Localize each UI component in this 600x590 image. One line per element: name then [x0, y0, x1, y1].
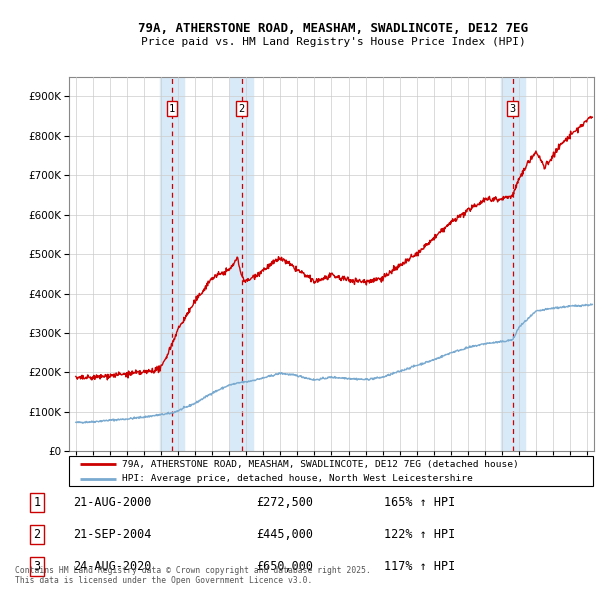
- Text: £650,000: £650,000: [256, 560, 313, 573]
- Bar: [230, 77, 253, 451]
- Text: 24-AUG-2020: 24-AUG-2020: [73, 560, 151, 573]
- Text: 79A, ATHERSTONE ROAD, MEASHAM, SWADLINCOTE, DE12 7EG (detached house): 79A, ATHERSTONE ROAD, MEASHAM, SWADLINCO…: [121, 460, 518, 468]
- Text: 1: 1: [34, 496, 41, 509]
- Text: Contains HM Land Registry data © Crown copyright and database right 2025.
This d: Contains HM Land Registry data © Crown c…: [15, 566, 371, 585]
- Text: 21-AUG-2000: 21-AUG-2000: [73, 496, 151, 509]
- Bar: [501, 77, 525, 451]
- Text: 3: 3: [510, 104, 516, 113]
- Text: 79A, ATHERSTONE ROAD, MEASHAM, SWADLINCOTE, DE12 7EG: 79A, ATHERSTONE ROAD, MEASHAM, SWADLINCO…: [138, 22, 528, 35]
- Text: 165% ↑ HPI: 165% ↑ HPI: [385, 496, 456, 509]
- Text: £272,500: £272,500: [256, 496, 313, 509]
- Text: 3: 3: [34, 560, 41, 573]
- Text: HPI: Average price, detached house, North West Leicestershire: HPI: Average price, detached house, Nort…: [121, 474, 472, 483]
- Bar: [160, 77, 184, 451]
- Text: Price paid vs. HM Land Registry's House Price Index (HPI): Price paid vs. HM Land Registry's House …: [140, 38, 526, 47]
- Text: 21-SEP-2004: 21-SEP-2004: [73, 528, 151, 541]
- Text: 1: 1: [169, 104, 175, 113]
- Text: £445,000: £445,000: [256, 528, 313, 541]
- Text: 122% ↑ HPI: 122% ↑ HPI: [385, 528, 456, 541]
- Text: 2: 2: [238, 104, 245, 113]
- FancyBboxPatch shape: [69, 456, 593, 486]
- Text: 117% ↑ HPI: 117% ↑ HPI: [385, 560, 456, 573]
- Text: 2: 2: [34, 528, 41, 541]
